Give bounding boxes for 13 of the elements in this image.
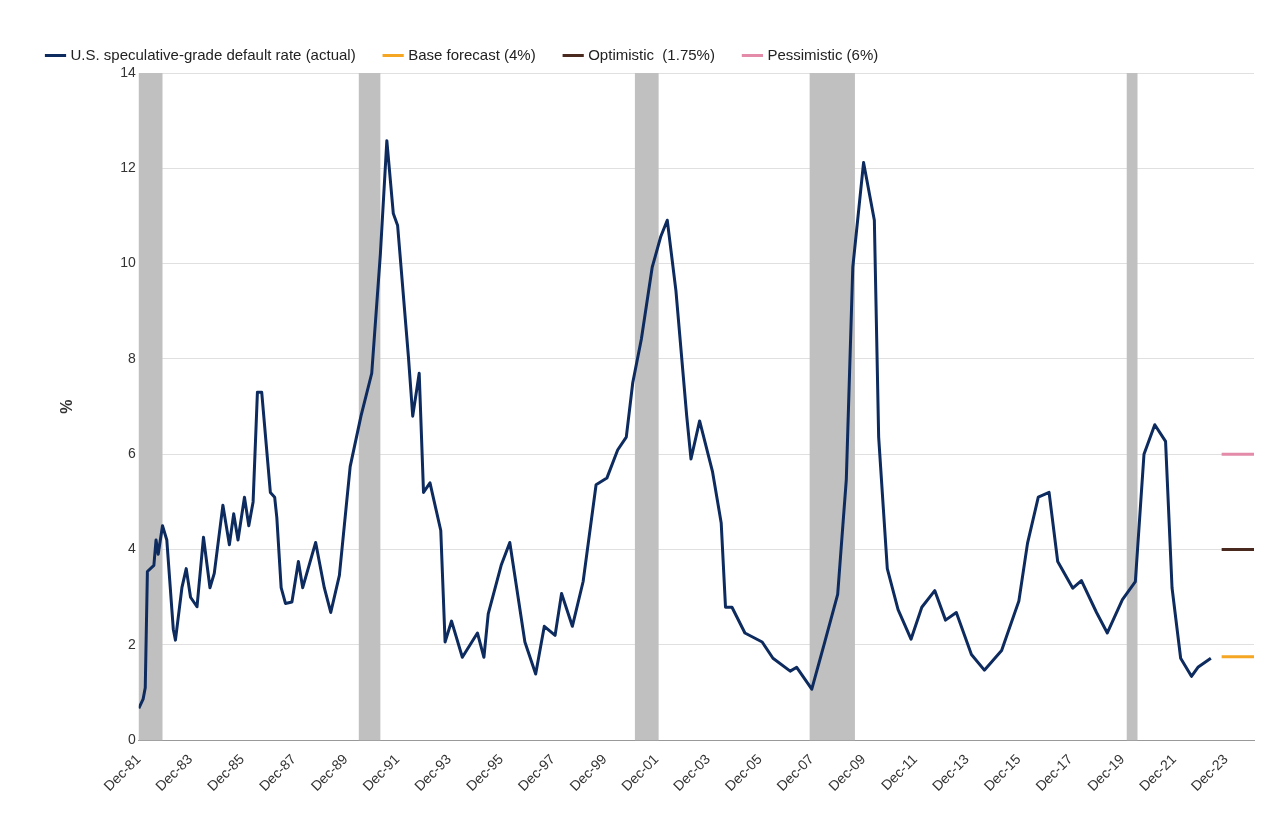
legend-label: Optimistic (1.75%) <box>588 45 715 63</box>
legend-label: Pessimistic (6%) <box>767 45 879 63</box>
legend-label: Base forecast (4%) <box>408 45 536 63</box>
legend-label: U.S. speculative-grade default rate (actual) <box>70 45 356 63</box>
y-axis-title: % <box>58 399 76 414</box>
y-tick-label: 2 <box>127 635 136 652</box>
y-tick-label: 14 <box>120 63 136 80</box>
y-tick-label: 6 <box>127 445 136 462</box>
y-tick-label: 8 <box>127 349 136 366</box>
y-tick-label: 12 <box>120 159 136 176</box>
y-tick-label: 10 <box>120 254 136 271</box>
y-tick-label: 0 <box>127 731 136 748</box>
y-tick-label: 4 <box>127 540 136 557</box>
